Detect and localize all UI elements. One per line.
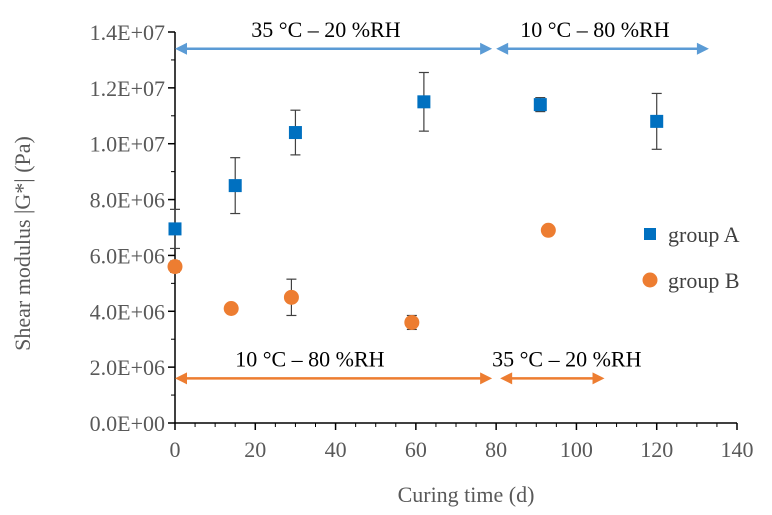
- data-point: [223, 300, 239, 316]
- axes: 0 20 40 60 80 100 120 140 0.0E+00 2.0E+06 4.0E+06 6…: [90, 20, 754, 462]
- series-square: [168, 71, 664, 250]
- annotation-arrowhead-right: [592, 372, 605, 385]
- legend-label: group A: [668, 222, 740, 247]
- data-point: [650, 114, 664, 128]
- data-point: [167, 259, 183, 275]
- y-tick-label: 1.0E+07: [90, 132, 165, 157]
- annotation-label: 10 °C – 80 %RH: [520, 17, 669, 42]
- legend-marker: [642, 272, 658, 288]
- data-point: [533, 98, 547, 112]
- y-tick-label: 1.4E+07: [90, 20, 165, 45]
- annotation-arrowhead-left: [175, 372, 187, 385]
- y-tick-label: 0.0E+00: [90, 411, 165, 436]
- data-point: [283, 289, 299, 305]
- data-point: [228, 179, 242, 193]
- annotation-arrowhead-right: [480, 372, 493, 385]
- annotation-arrowhead-right: [696, 42, 709, 55]
- x-tick-label: 100: [560, 437, 593, 462]
- annotation-arrowhead-left: [496, 42, 509, 55]
- data-point: [417, 95, 431, 109]
- legend-label: group B: [668, 268, 740, 293]
- annotation-label: 35 °C – 20 %RH: [251, 17, 400, 42]
- y-axis-title: Shear modulus |G*| (Pa): [10, 136, 35, 351]
- data-series: [167, 71, 664, 331]
- y-tick-label: 8.0E+06: [90, 188, 165, 213]
- x-tick-label: 80: [485, 437, 507, 462]
- x-tick-label: 0: [170, 437, 181, 462]
- y-tick-label: 4.0E+06: [90, 299, 165, 324]
- series-circle: [167, 222, 556, 331]
- data-point: [288, 126, 302, 140]
- x-tick-label: 40: [325, 437, 347, 462]
- annotation-label: 35 °C – 20 %RH: [492, 347, 641, 372]
- x-axis-title: Curing time (d): [398, 482, 535, 507]
- legend-marker: [644, 228, 656, 240]
- annotation-arrowhead-left: [500, 372, 513, 385]
- legend: group A group B: [642, 222, 740, 293]
- annotation-arrowhead-left: [175, 42, 187, 55]
- y-tick-label: 6.0E+06: [90, 243, 165, 268]
- y-tick-label: 2.0E+06: [90, 355, 165, 380]
- data-point: [168, 222, 182, 236]
- x-tick-label: 60: [405, 437, 427, 462]
- annotation-arrowhead-right: [480, 42, 493, 55]
- data-point: [540, 222, 556, 238]
- x-tick-label: 140: [721, 437, 754, 462]
- data-point: [404, 314, 420, 330]
- annotations: 35 °C – 20 %RH 10 °C – 80 %RH 10 °C – 80 %…: [175, 17, 709, 385]
- x-tick-label: 20: [244, 437, 266, 462]
- y-tick-label: 1.2E+07: [90, 76, 165, 101]
- x-tick-label: 120: [640, 437, 673, 462]
- annotation-label: 10 °C – 80 %RH: [235, 347, 384, 372]
